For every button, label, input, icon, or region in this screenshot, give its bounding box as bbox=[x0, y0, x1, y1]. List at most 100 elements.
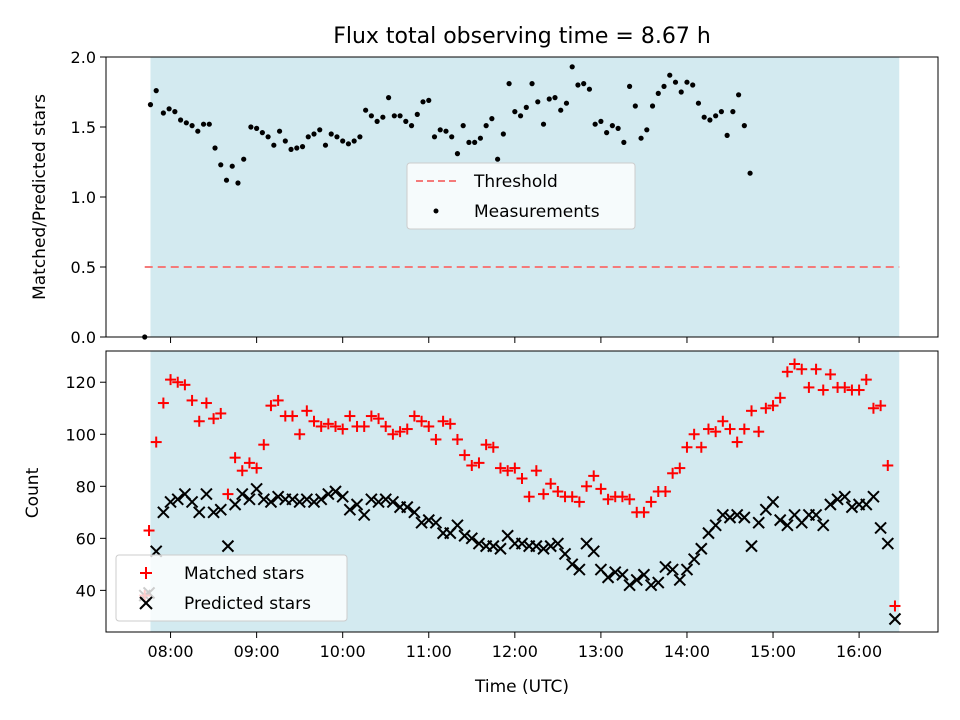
measurement-point bbox=[357, 134, 363, 140]
measurement-point bbox=[454, 151, 461, 157]
predicted-star-point bbox=[307, 495, 321, 509]
predicted-star-point bbox=[193, 506, 206, 519]
matched-star-point bbox=[667, 467, 679, 479]
predicted-star-point bbox=[867, 490, 880, 503]
measurement-point bbox=[437, 127, 443, 133]
measurement-point bbox=[598, 118, 604, 124]
predicted-star-point bbox=[709, 519, 722, 532]
matched-star-point bbox=[688, 428, 700, 440]
predicted-star-point bbox=[236, 487, 249, 501]
measurement-point bbox=[552, 95, 558, 101]
matched-star-point bbox=[616, 491, 628, 503]
measurement-point bbox=[684, 79, 690, 85]
measurement-point bbox=[254, 125, 260, 131]
predicted-star-point bbox=[824, 498, 837, 511]
measurement-point bbox=[741, 123, 747, 129]
matched-star-point bbox=[286, 410, 298, 422]
bottom-y-tick-label: 100 bbox=[65, 425, 96, 444]
matched-star-point bbox=[143, 525, 155, 537]
matched-star-point bbox=[710, 426, 722, 438]
matched-star-point bbox=[674, 462, 686, 474]
measurement-point bbox=[426, 97, 432, 103]
top-y-axis-label: Matched/Predicted stars bbox=[30, 94, 50, 300]
measurement-point bbox=[707, 117, 713, 123]
matched-star-point bbox=[731, 436, 743, 448]
predicted-star-point bbox=[515, 537, 529, 550]
measurement-point bbox=[345, 141, 352, 147]
measurement-point bbox=[368, 113, 374, 119]
top-legend: Threshold Measurements bbox=[406, 162, 636, 230]
matched-star-point bbox=[157, 397, 169, 409]
measurement-point bbox=[334, 134, 340, 140]
x-tick-label: 08:00 bbox=[147, 642, 193, 661]
matched-star-point bbox=[724, 423, 736, 435]
matched-star-point bbox=[638, 506, 650, 518]
predicted-star-point bbox=[472, 537, 486, 550]
measurement-point bbox=[374, 118, 380, 124]
matched-star-point bbox=[272, 394, 284, 406]
matched-star-point bbox=[373, 413, 385, 425]
measurement-point bbox=[730, 109, 736, 115]
top-y-tick-label: 0.0 bbox=[71, 328, 96, 347]
matched-star-point bbox=[602, 493, 614, 505]
measurement-point bbox=[736, 92, 742, 98]
measurement-point bbox=[183, 120, 189, 126]
predicted-star-point bbox=[329, 485, 342, 498]
matched-star-point bbox=[867, 402, 879, 414]
predicted-star-point bbox=[752, 516, 765, 529]
x-tick-label: 12:00 bbox=[492, 642, 538, 661]
predicted-star-point bbox=[817, 519, 830, 532]
predicted-star-point bbox=[487, 539, 500, 553]
matched-star-point bbox=[330, 420, 342, 432]
legend-matched-label: Matched stars bbox=[184, 564, 304, 584]
predicted-star-point bbox=[336, 490, 349, 503]
predicted-star-point bbox=[257, 493, 271, 506]
measurement-point bbox=[535, 99, 541, 105]
measurement-point bbox=[517, 113, 524, 119]
matched-star-point bbox=[781, 366, 793, 378]
measurement-point bbox=[276, 128, 283, 134]
predicted-star-point bbox=[888, 612, 902, 626]
matched-star-point bbox=[236, 465, 248, 477]
measurement-point bbox=[153, 88, 159, 94]
matched-star-point bbox=[581, 480, 593, 492]
measurement-point bbox=[322, 142, 329, 148]
matched-star-point bbox=[516, 472, 528, 484]
matched-star-point bbox=[258, 439, 270, 451]
measurement-point bbox=[472, 139, 478, 145]
predicted-star-point bbox=[530, 539, 543, 553]
predicted-star-point bbox=[558, 547, 572, 561]
measurement-point bbox=[495, 156, 501, 162]
measurement-point bbox=[672, 79, 679, 85]
matched-star-point bbox=[487, 441, 499, 453]
measurement-point bbox=[512, 109, 518, 115]
measurement-point bbox=[328, 131, 334, 137]
x-tick-label: 10:00 bbox=[320, 642, 366, 661]
measurement-point bbox=[363, 107, 369, 113]
predicted-star-point bbox=[465, 532, 479, 545]
measurement-point bbox=[644, 127, 650, 133]
measurement-point bbox=[235, 180, 241, 186]
matched-star-point bbox=[344, 410, 356, 422]
matched-star-point bbox=[659, 486, 671, 497]
predicted-star-point bbox=[781, 519, 794, 532]
measurement-point bbox=[506, 81, 512, 87]
matched-star-point bbox=[179, 379, 191, 391]
measurement-point bbox=[546, 96, 552, 102]
measurement-point bbox=[621, 139, 627, 145]
matched-star-point bbox=[473, 457, 485, 469]
predicted-star-point bbox=[185, 495, 199, 509]
top-plot-frame bbox=[105, 56, 939, 338]
x-tick-label: 09:00 bbox=[234, 642, 280, 661]
matched-star-point bbox=[588, 470, 600, 482]
matched-star-point bbox=[803, 381, 815, 393]
matched-star-point bbox=[208, 413, 220, 425]
matched-star-point bbox=[222, 488, 234, 500]
measurement-point bbox=[403, 118, 409, 124]
matched-star-point bbox=[243, 457, 255, 469]
matched-star-point bbox=[229, 452, 241, 464]
measurement-point bbox=[615, 125, 621, 131]
matched-star-point bbox=[738, 423, 750, 435]
legend-measurements-label: Measurements bbox=[474, 202, 600, 222]
predicted-star-point bbox=[343, 503, 357, 516]
